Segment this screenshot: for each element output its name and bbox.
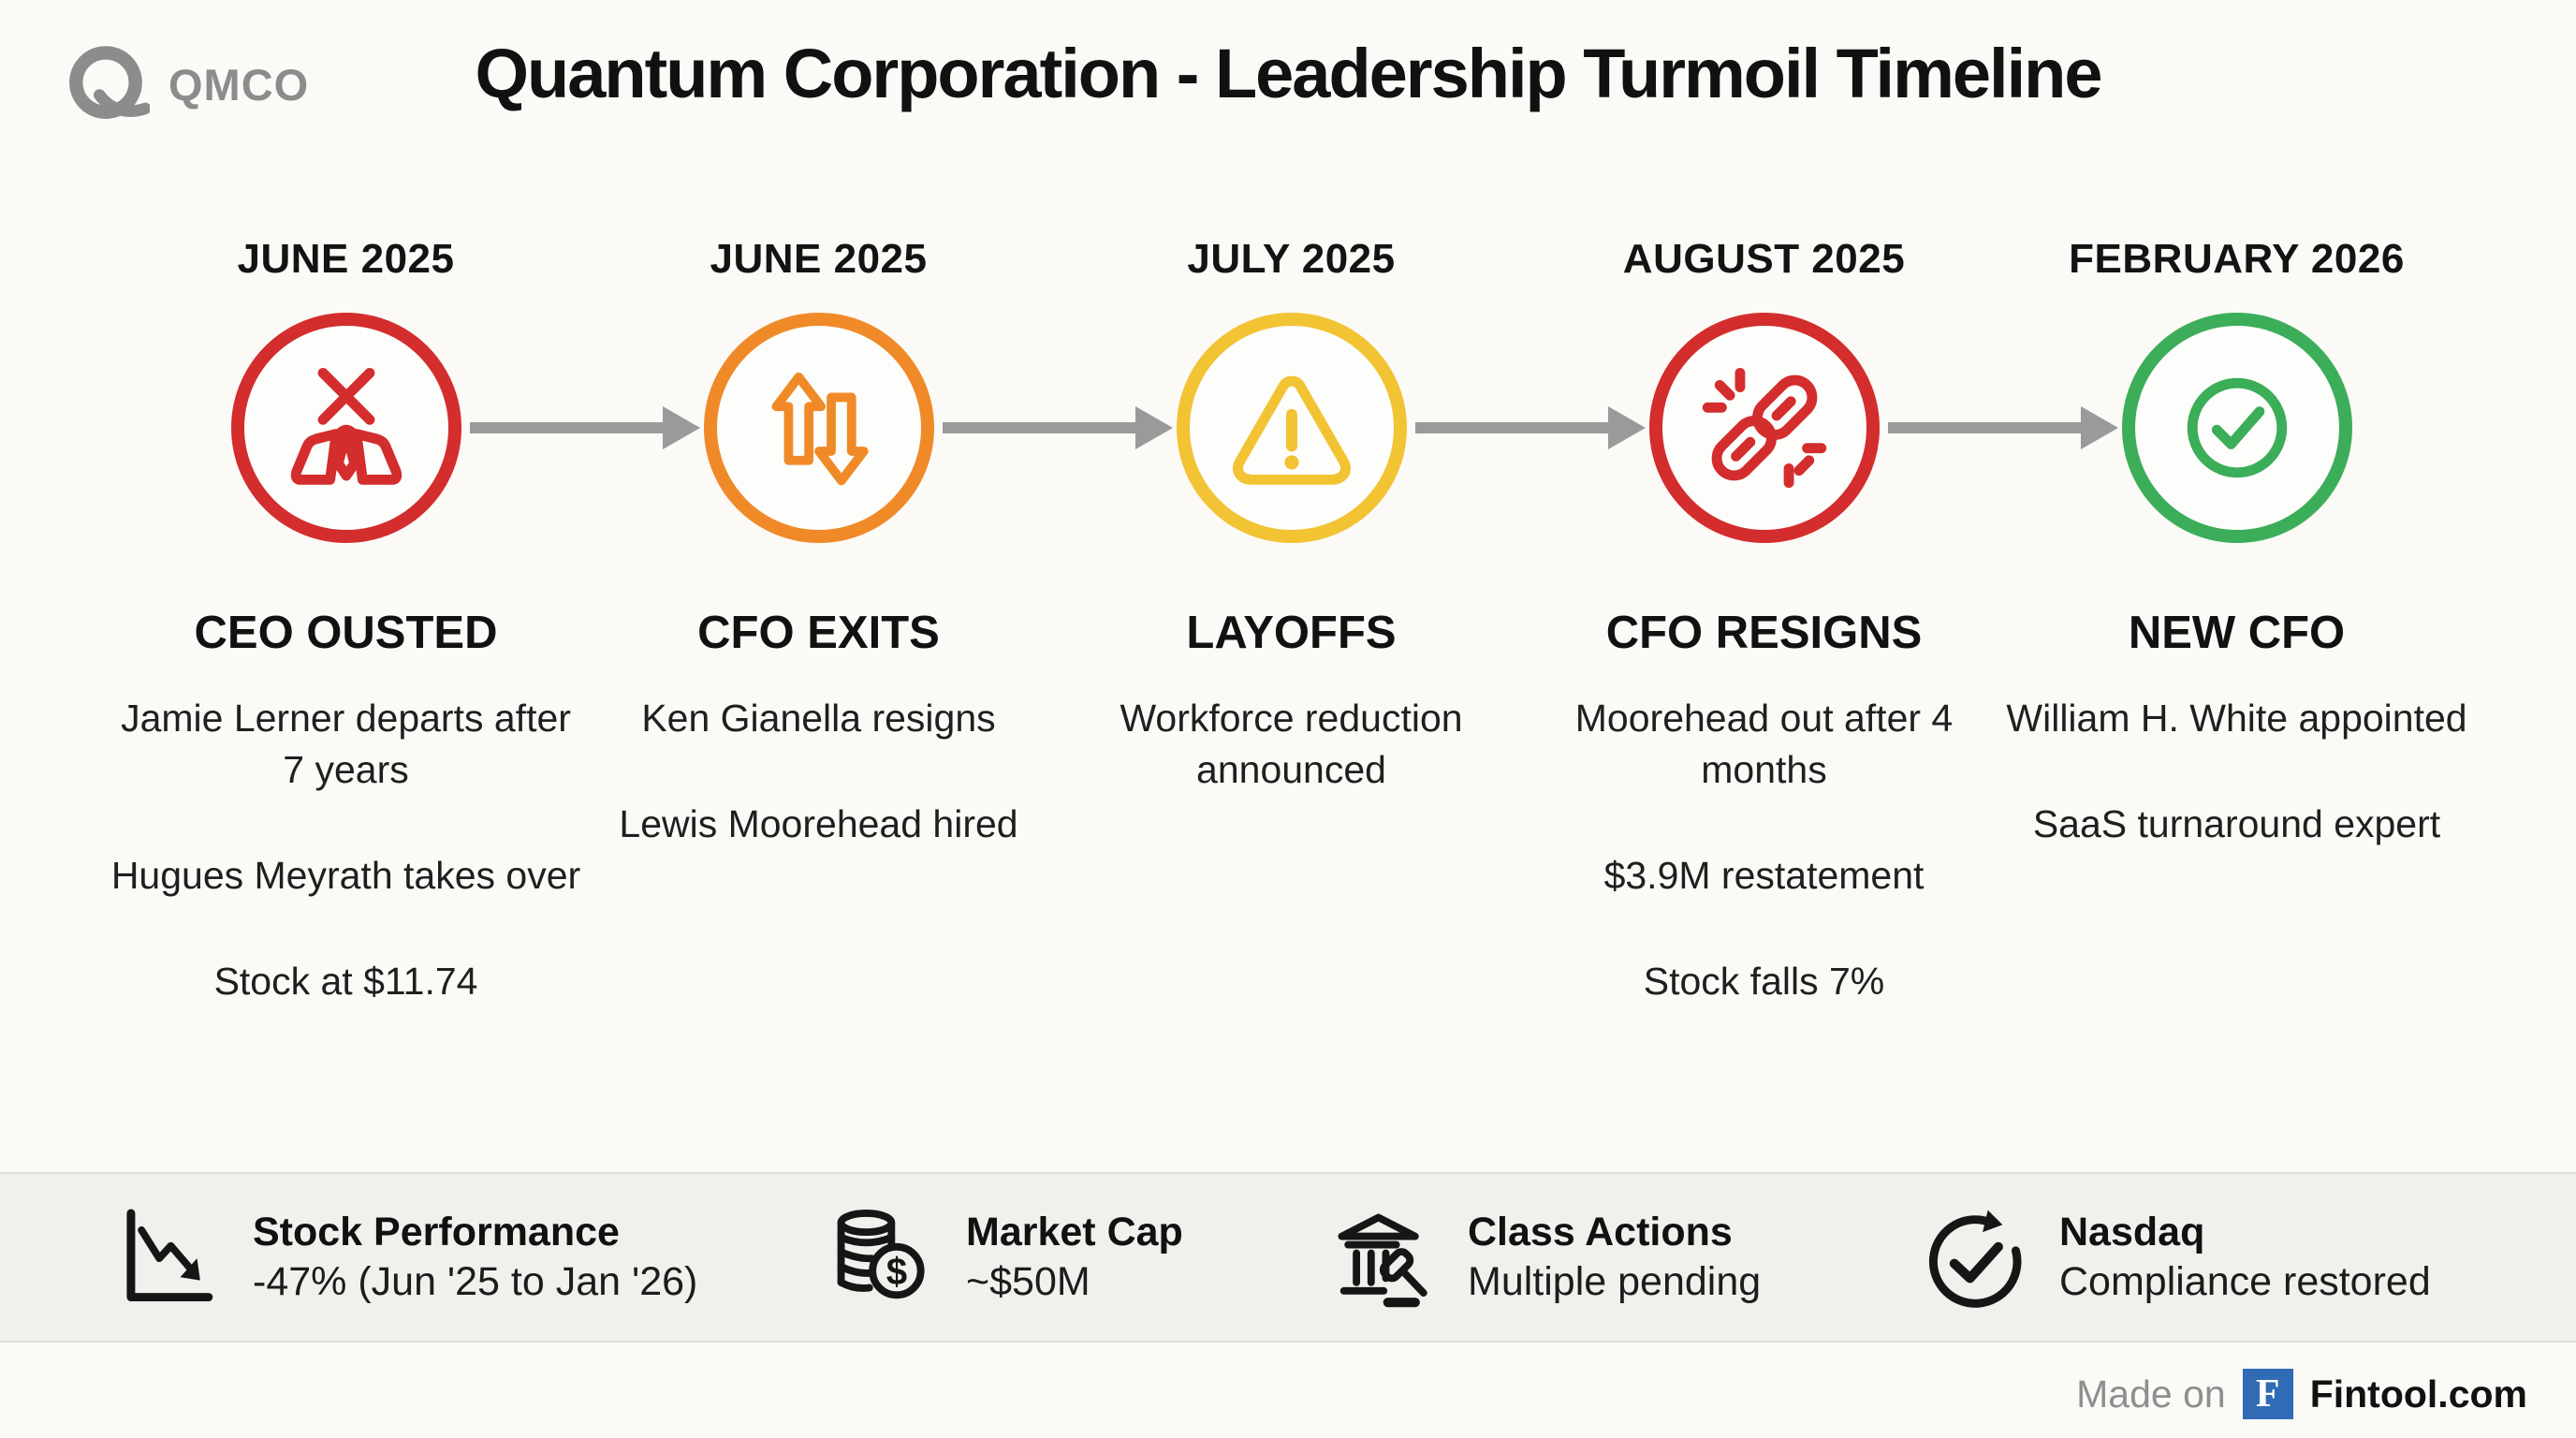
timeline-event-cfo-exits: JUNE 2025 CFO EXITS Ken Gianella resigns… — [582, 236, 1055, 904]
courthouse-gavel-icon — [1338, 1213, 1427, 1308]
credit-bar: Made on F Fintool.com — [2076, 1369, 2527, 1419]
qmco-logo-mark — [69, 46, 150, 119]
stat-stock-performance: Stock Performance -47% (Jun '25 to Jan '… — [114, 1205, 697, 1310]
event-headline: CEO OUSTED — [194, 608, 498, 658]
coins-icon: $ — [837, 1210, 925, 1299]
event-date: AUGUST 2025 — [1622, 236, 1906, 282]
event-detail: Jamie Lerner departs after 7 years — [121, 697, 571, 791]
event-circle — [2121, 313, 2352, 543]
stat-value: Multiple pending — [1468, 1259, 1762, 1304]
event-detail: $3.9M restatement — [1603, 854, 1925, 897]
stat-label: Class Actions — [1468, 1210, 1733, 1255]
event-details: William H. White appointed SaaS turnarou… — [2006, 693, 2466, 904]
event-detail: Lewis Moorehead hired — [619, 802, 1018, 845]
event-date: JULY 2025 — [1187, 236, 1396, 282]
event-circle — [703, 313, 934, 543]
event-date: JUNE 2025 — [237, 236, 455, 282]
ticker-label: QMCO — [168, 59, 310, 110]
stats-band: Stock Performance -47% (Jun '25 to Jan '… — [0, 1172, 2576, 1343]
event-circle — [1648, 313, 1880, 543]
fintool-brand-link[interactable]: Fintool.com — [2309, 1372, 2527, 1416]
stat-label: Nasdaq — [2059, 1210, 2205, 1255]
event-headline: CFO EXITS — [697, 608, 940, 658]
warning-triangle-icon — [1232, 375, 1351, 485]
event-details: Moorehead out after 4 months $3.9M resta… — [1528, 693, 2000, 1062]
event-detail: Stock falls 7% — [1643, 960, 1885, 1003]
stat-label: Market Cap — [966, 1210, 1183, 1255]
timeline-event-layoffs: JULY 2025 LAYOFFS Workforce reduction an… — [1055, 236, 1528, 850]
timeline-event-cfo-resigns: AUGUST 2025 CFO RESIGNS Moorehead out af… — [1528, 236, 2000, 1062]
svg-text:$: $ — [886, 1250, 907, 1293]
event-details: Jamie Lerner departs after 7 years Hugue… — [110, 693, 582, 1062]
stock-decline-icon — [126, 1209, 213, 1302]
check-circle-icon — [2187, 377, 2287, 478]
timeline-arrow — [1415, 406, 1646, 449]
made-on-label: Made on — [2076, 1372, 2226, 1416]
nasdaq-refresh-check-icon — [1928, 1210, 2022, 1308]
event-detail: Ken Gianella resigns — [641, 697, 996, 740]
fintool-logo-icon: F — [2242, 1369, 2293, 1419]
timeline-arrow — [470, 406, 700, 449]
stat-value: -47% (Jun '25 to Jan '26) — [253, 1259, 698, 1304]
event-details: Ken Gianella resigns Lewis Moorehead hir… — [619, 693, 1017, 904]
event-detail: SaaS turnaround expert — [2032, 802, 2441, 845]
event-circle — [1176, 313, 1407, 543]
event-headline: NEW CFO — [2128, 608, 2346, 658]
event-headline: LAYOFFS — [1186, 608, 1397, 658]
timeline-event-new-cfo: FEBRUARY 2026 NEW CFO William H. White a… — [2000, 236, 2473, 904]
event-detail: Workforce reduction announced — [1120, 697, 1463, 791]
event-detail: Moorehead out after 4 months — [1574, 697, 1954, 791]
stat-class-actions: Class Actions Multiple pending — [1329, 1205, 1761, 1310]
event-detail: William H. White appointed — [2006, 697, 2467, 740]
event-date: JUNE 2025 — [710, 236, 928, 282]
timeline-event-ceo-ousted: JUNE 2025 CEO OUSTED Jamie Lerner depart… — [110, 236, 582, 1062]
cfo-swap-arrows-icon — [771, 372, 869, 486]
stat-label: Stock Performance — [253, 1210, 620, 1255]
page-title: Quantum Corporation - Leadership Turmoil… — [475, 35, 2102, 112]
stat-value: ~$50M — [966, 1259, 1090, 1304]
stat-value: Compliance restored — [2059, 1259, 2431, 1304]
timeline-arrow — [943, 406, 1173, 449]
event-date: FEBRUARY 2026 — [2069, 236, 2405, 282]
event-headline: CFO RESIGNS — [1605, 608, 1923, 658]
qmco-logo: QMCO — [60, 39, 309, 129]
event-detail: Hugues Meyrath takes over — [110, 854, 581, 897]
event-circle — [230, 313, 461, 543]
stat-market-cap: $ Market Cap ~$50M — [827, 1205, 1183, 1310]
event-detail: Stock at $11.74 — [213, 960, 478, 1003]
stat-nasdaq: Nasdaq Compliance restored — [1921, 1205, 2431, 1310]
ceo-ousted-icon — [290, 367, 402, 485]
event-details: Workforce reduction announced — [1055, 693, 1528, 850]
timeline-arrow — [1888, 406, 2118, 449]
broken-chain-icon — [1702, 367, 1826, 489]
